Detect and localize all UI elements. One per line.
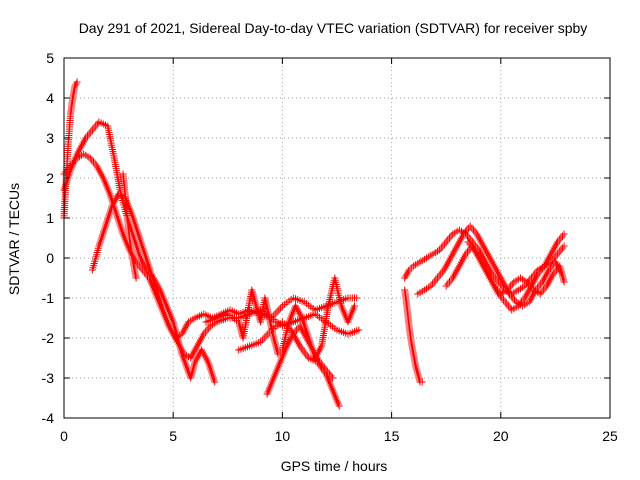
data-point-markers xyxy=(60,118,219,386)
data-point-markers xyxy=(119,170,140,282)
y-tick-label: 2 xyxy=(46,170,54,186)
series-track-9 xyxy=(401,286,426,386)
x-axis-label: GPS time / hours xyxy=(281,458,388,474)
series-track-11 xyxy=(414,222,566,310)
x-tick-label: 0 xyxy=(60,428,68,444)
data-point-markers xyxy=(235,318,343,410)
y-tick-label: 0 xyxy=(46,250,54,266)
data-point-markers xyxy=(202,274,358,362)
series-track-5 xyxy=(119,170,140,282)
x-tick-label: 5 xyxy=(169,428,177,444)
y-axis-label: SDTVAR / TECUs xyxy=(6,183,22,295)
data-layer xyxy=(60,78,568,410)
x-tick-label: 15 xyxy=(384,428,400,444)
chart-title: Day 291 of 2021, Sidereal Day-to-day VTE… xyxy=(79,20,588,36)
data-point-markers xyxy=(464,238,568,298)
data-point-markers xyxy=(263,322,337,398)
y-tick-label: 3 xyxy=(46,130,54,146)
y-tick-label: -4 xyxy=(42,410,55,426)
y-tick-label: 5 xyxy=(46,50,54,66)
data-point-markers xyxy=(401,286,426,386)
y-tick-label: -3 xyxy=(42,370,55,386)
y-tick-label: -2 xyxy=(42,330,55,346)
series-track-8 xyxy=(263,322,337,398)
plot-frame xyxy=(63,57,611,419)
x-tick-label: 25 xyxy=(602,428,618,444)
y-tick-label: 1 xyxy=(46,210,54,226)
axis-ticks: 0 5 10 15 20 25 -4 -3 -2 -1 0 1 2 3 4 5 xyxy=(42,50,618,444)
x-tick-label: 20 xyxy=(493,428,509,444)
x-tick-label: 10 xyxy=(275,428,291,444)
series-track-6 xyxy=(202,274,358,362)
y-tick-label: 4 xyxy=(46,90,54,106)
series-track-2 xyxy=(60,118,219,386)
grid xyxy=(64,58,610,418)
series-track-7 xyxy=(235,318,343,410)
series-track-13 xyxy=(464,238,568,298)
y-tick-label: -1 xyxy=(42,290,55,306)
data-point-markers xyxy=(414,222,566,310)
